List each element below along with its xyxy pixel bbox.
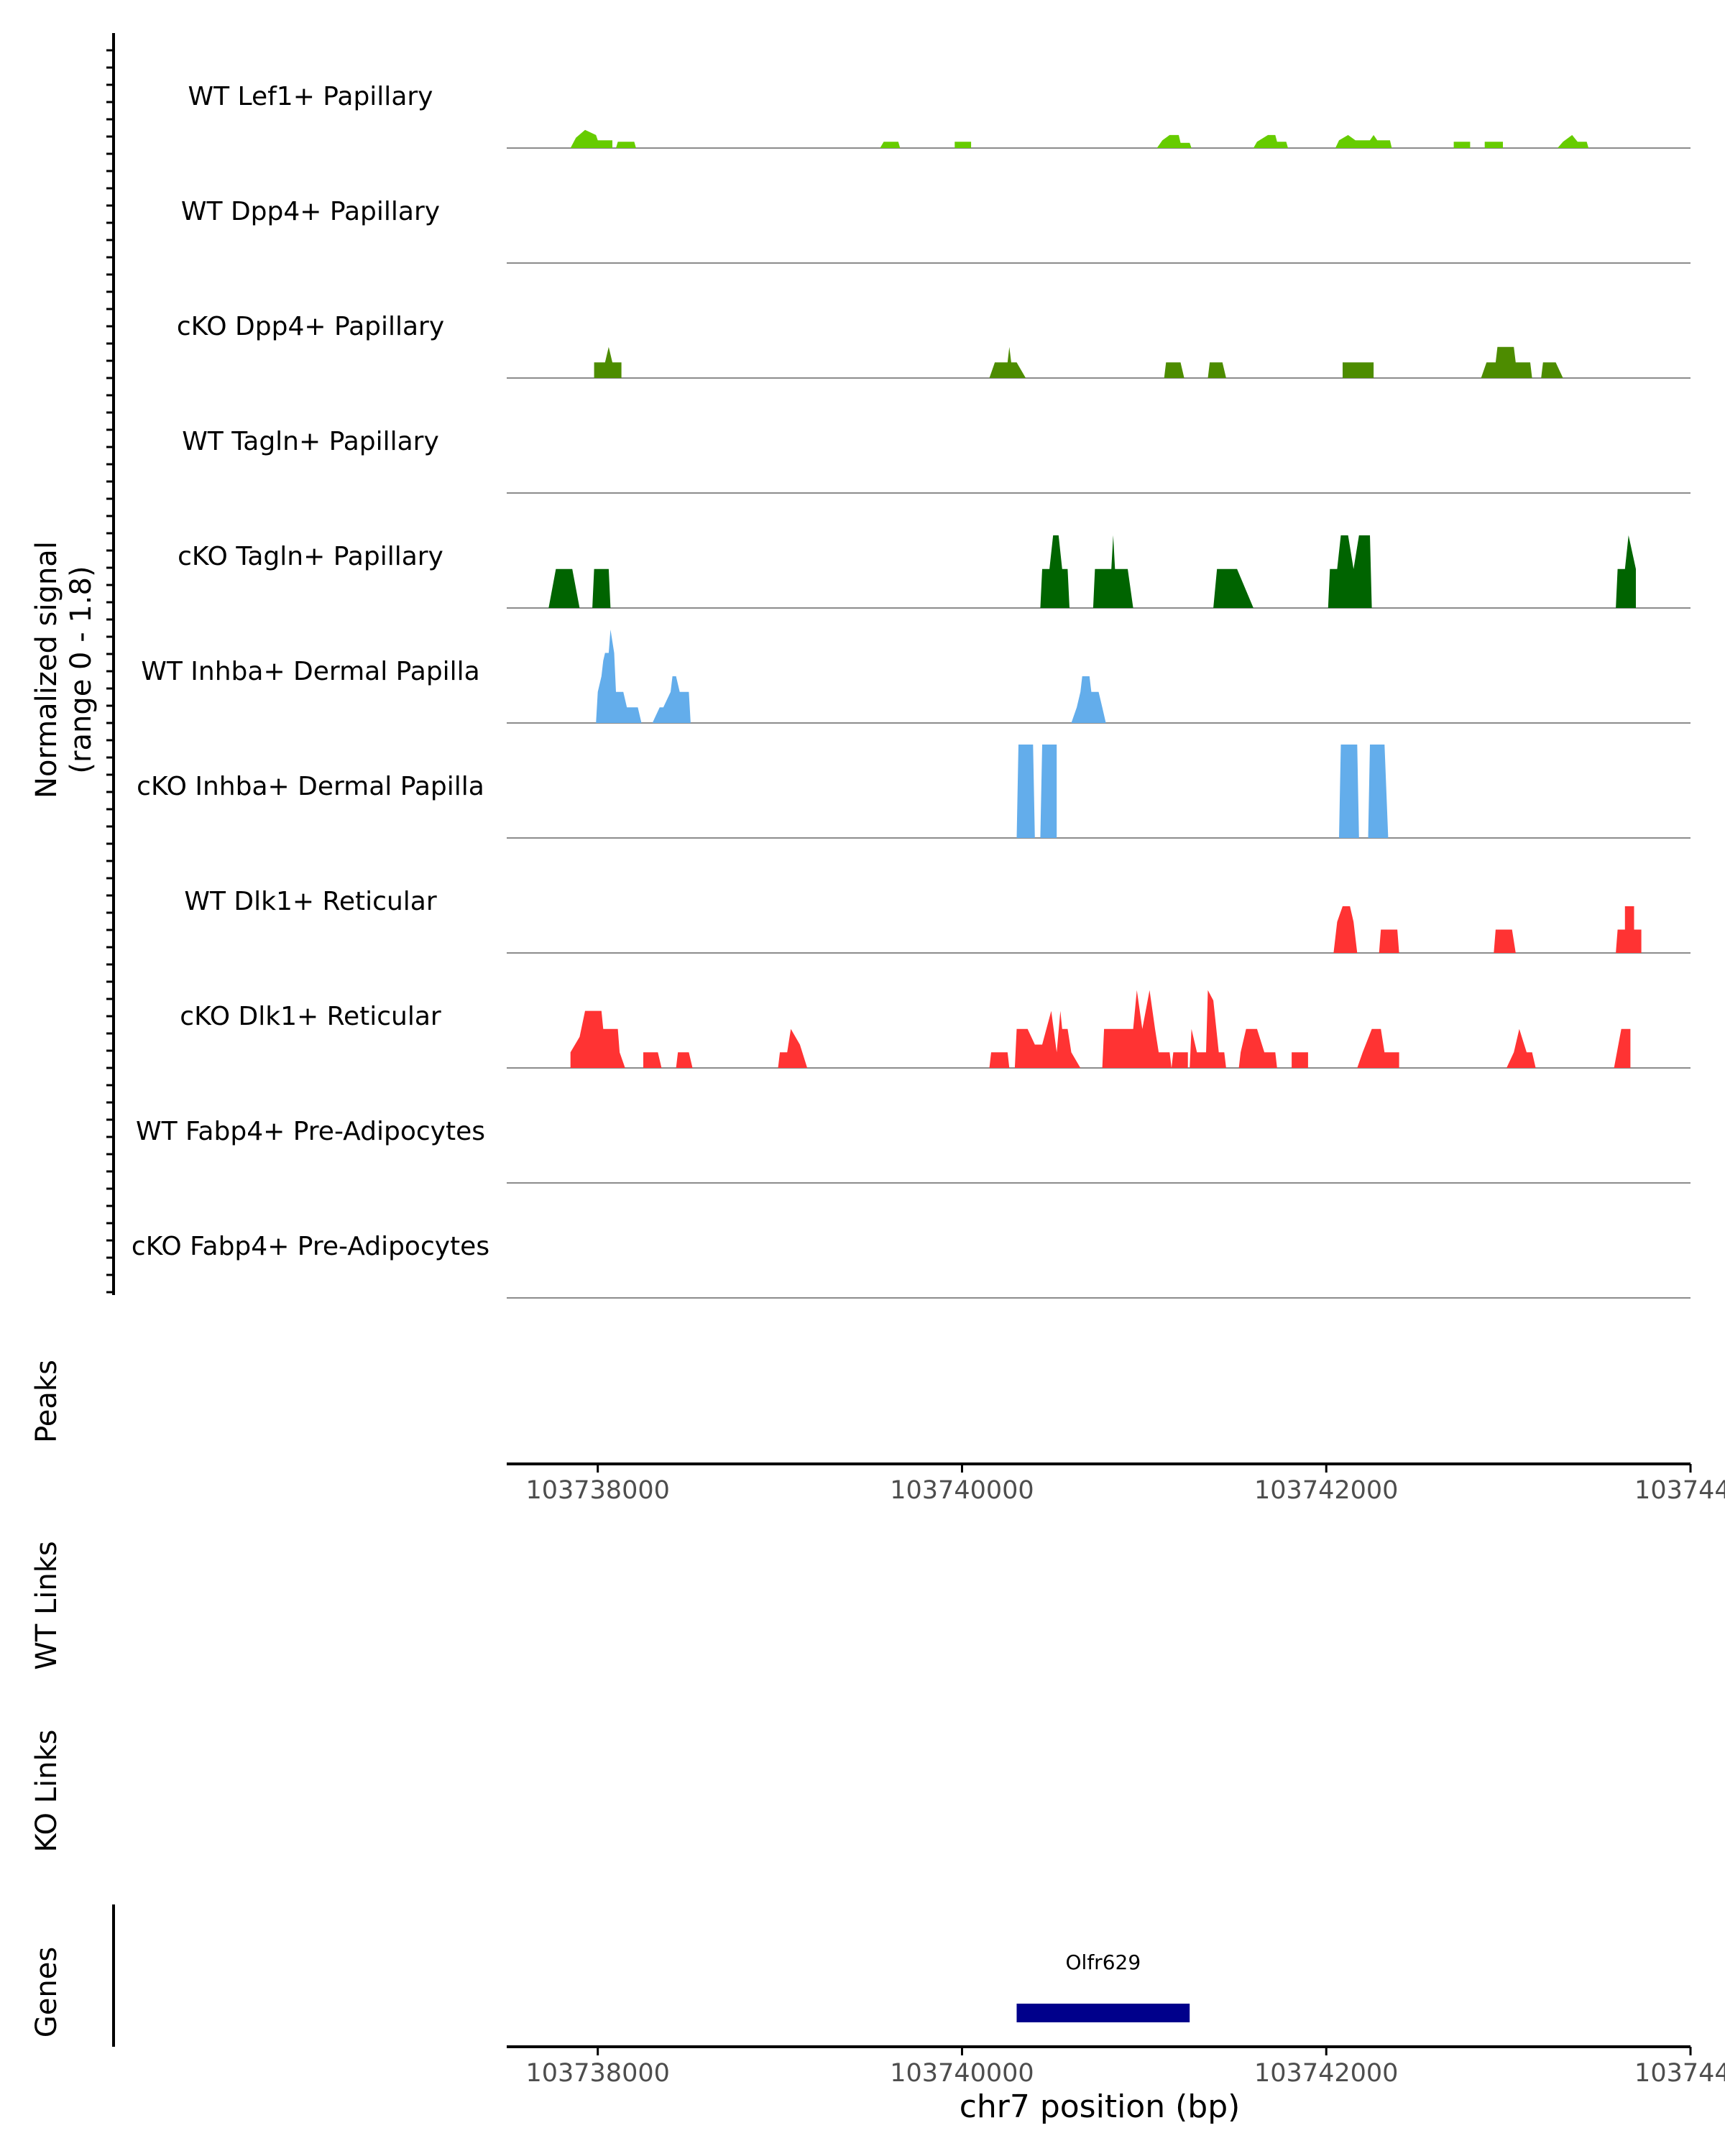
genes-track-label: Genes <box>30 1947 63 2037</box>
coverage-area <box>1333 906 1642 953</box>
coverage-area <box>548 535 1636 608</box>
x-axis-tick-label: 1037440 <box>1634 1476 1725 1505</box>
wt-links-track-label: WT Links <box>30 1541 63 1669</box>
x-axis-tick-label: 103740000 <box>890 1476 1034 1505</box>
track-label: cKO Dpp4+ Papillary <box>177 312 444 341</box>
x-axis-tick-label: 103738000 <box>525 2059 669 2088</box>
x-axis-top: 103738000 103740000 103742000 1037440 <box>525 1464 1725 1505</box>
gene-body <box>1016 2004 1190 2022</box>
track-label: cKO Fabp4+ Pre-Adipocytes <box>132 1232 489 1261</box>
coverage-areas <box>548 129 1642 1068</box>
x-axis-tick-label: 1037440 <box>1634 2059 1725 2088</box>
coverage-y-axis-ticks <box>106 49 114 1294</box>
x-axis-tick-label: 103740000 <box>890 2059 1034 2088</box>
track-label: WT Dpp4+ Papillary <box>181 197 440 226</box>
y-axis-title-line1: Normalized signal <box>30 541 63 798</box>
coverage-area <box>570 129 1589 148</box>
track-label: WT Lef1+ Papillary <box>188 82 433 111</box>
y-axis-title: Normalized signal (range 0 - 1.8) <box>30 541 98 798</box>
peaks-track-label: Peaks <box>30 1360 63 1443</box>
track-label: WT Fabp4+ Pre-Adipocytes <box>136 1117 485 1146</box>
gene-label: Olfr629 <box>1066 1950 1141 1974</box>
ko-links-track-label: KO Links <box>30 1730 63 1853</box>
track-label: cKO Dlk1+ Reticular <box>180 1002 441 1031</box>
coverage-area <box>570 990 1631 1068</box>
track-label: cKO Inhba+ Dermal Papilla <box>137 772 484 801</box>
x-axis-bottom: 103738000 103740000 103742000 1037440 <box>525 2047 1725 2088</box>
track-label: WT Tagln+ Papillary <box>182 427 439 456</box>
gene-annotations: Olfr629 <box>1016 1950 1190 2022</box>
coverage-area <box>596 630 1106 723</box>
coverage-area <box>594 346 1563 378</box>
coverage-tracks: WT Lef1+ Papillary WT Dpp4+ Papillary cKO … <box>132 82 1690 1299</box>
x-axis-tick-label: 103742000 <box>1254 1476 1398 1505</box>
track-label: WT Dlk1+ Reticular <box>184 887 436 916</box>
x-axis-title: chr7 position (bp) <box>960 2088 1241 2125</box>
track-label: cKO Tagln+ Papillary <box>178 542 443 571</box>
x-axis-tick-label: 103742000 <box>1254 2059 1398 2088</box>
coverage-area <box>1016 745 1389 838</box>
x-axis-tick-label: 103738000 <box>525 1476 669 1505</box>
track-label: WT Inhba+ Dermal Papilla <box>141 657 479 686</box>
y-axis-title-line2: (range 0 - 1.8) <box>65 566 98 773</box>
